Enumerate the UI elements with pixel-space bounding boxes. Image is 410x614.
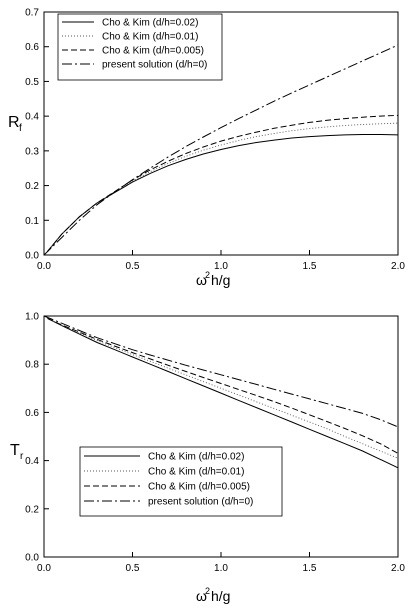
chart-tr-xlabel-omega: ω — [196, 588, 207, 604]
chart-rf-legend-label: Cho & Kim (d/h=0.005) — [102, 46, 204, 57]
chart-rf-ytick-label: 0.3 — [25, 146, 39, 157]
chart-rf-xtick-label: 1.5 — [303, 261, 317, 272]
chart-rf-xtick-label: 1.0 — [214, 261, 228, 272]
chart-tr-xtick-label: 0.5 — [126, 563, 140, 574]
chart-tr-series-1 — [47, 317, 399, 469]
chart-tr-legend: Cho & Kim (d/h=0.02) Cho & Kim (d/h=0.01)… — [79, 446, 283, 517]
chart-rf-xlabel-omega: ω — [196, 272, 207, 288]
chart-tr-ylabel-base: T — [10, 442, 20, 459]
chart-rf: 0.00.10.20.30.40.50.60.70.0 0.5 1.0 1.5 2.0 … — [8, 8, 405, 289]
chart-tr-ytick-label: 0.8 — [25, 360, 39, 371]
chart-rf-ytick-label: 0.6 — [25, 42, 39, 53]
chart-rf-xlabel-sup: 2 — [205, 270, 210, 280]
chart-rf-ticks: 0.0 0.1 0.2 0.3 0.4 0.5 0.6 0.7 0.0 0.5 1.0 1.5 2.0 — [25, 8, 405, 273]
chart-tr-xtick-label: 2.0 — [391, 563, 405, 574]
chart-rf-legend-box — [57, 13, 223, 81]
chart-rf-ylabel-sub: f — [19, 123, 22, 134]
chart-tr-ytick-label: 0.4 — [25, 456, 39, 467]
chart-tr-legend-label: present solution (d/h=0) — [148, 497, 253, 508]
chart-tr-lines — [43, 315, 399, 469]
chart-tr-ytick-label: 0.6 — [25, 408, 39, 419]
chart-rf-xlabel: ω 2 h/g — [196, 270, 230, 288]
chart-tr-series-4 — [43, 315, 399, 428]
chart-rf-series-3 — [47, 114, 399, 252]
chart-rf-series-2 — [47, 122, 399, 252]
chart-rf-xlabel-rest: h/g — [211, 272, 230, 288]
chart-rf-ytick-label: 0.0 — [25, 251, 39, 262]
chart-rf-ylabel-base: R — [8, 114, 20, 131]
chart-tr-ticks: 0.0 0.2 0.4 0.6 0.8 1.0 0.0 0.5 1.0 1.5 2.0 — [25, 312, 405, 575]
chart-tr-ylabel: T r — [10, 442, 24, 462]
chart-tr-series-3 — [47, 317, 399, 454]
chart-rf-ytick-label: 0.5 — [25, 77, 39, 88]
chart-rf-ylabel: R f — [8, 114, 22, 134]
chart-rf-legend-label: Cho & Kim (d/h=0.01) — [102, 32, 198, 43]
chart-tr-xtick-label: 1.5 — [303, 563, 317, 574]
chart-tr-xtick-label: 1.0 — [214, 563, 228, 574]
chart-tr-series-2 — [47, 317, 399, 459]
chart-tr: 0.0 0.2 0.4 0.6 0.8 1.0 0.0 0.5 1.0 1.5 2.0 T r ω … — [10, 312, 405, 605]
chart-rf-legend-label: Cho & Kim (d/h=0.02) — [102, 18, 198, 29]
chart-tr-xtick-label: 0.0 — [37, 563, 51, 574]
chart-tr-ytick-label: 1.0 — [25, 312, 39, 323]
chart-rf-series-4 — [43, 44, 399, 256]
chart-rf-xtick-label: 0.5 — [126, 261, 140, 272]
chart-rf-lines — [43, 44, 399, 256]
chart-tr-xlabel-rest: h/g — [211, 588, 230, 604]
chart-tr-xlabel-sup: 2 — [205, 586, 210, 596]
chart-tr-legend-label: Cho & Kim (d/h=0.01) — [148, 467, 244, 478]
chart-rf-legend-label: present solution (d/h=0) — [102, 60, 207, 71]
chart-rf-xtick-label: 2.0 — [391, 261, 405, 272]
chart-rf-ytick-label: 0.1 — [25, 216, 39, 227]
chart-tr-legend-label: Cho & Kim (d/h=0.02) — [148, 452, 244, 463]
chart-rf-ytick-label: 0.7 — [25, 8, 39, 19]
chart-rf-ytick-label: 0.4 — [25, 112, 39, 123]
chart-rf-ytick-label: 0.2 — [25, 181, 39, 192]
chart-tr-ytick-label: 0.2 — [25, 504, 39, 515]
chart-tr-xlabel: ω 2 h/g — [196, 586, 230, 604]
chart-tr-ylabel-sub: r — [20, 451, 24, 462]
chart-rf-xtick-label: 0.0 — [37, 261, 51, 272]
chart-tr-ytick-label: 0.0 — [25, 553, 39, 564]
chart-tr-legend-box — [79, 446, 283, 517]
chart-rf-legend: Cho & Kim (d/h=0.02) Cho & Kim (d/h=0.01)… — [57, 13, 223, 81]
chart-tr-legend-label: Cho & Kim (d/h=0.005) — [148, 482, 250, 493]
